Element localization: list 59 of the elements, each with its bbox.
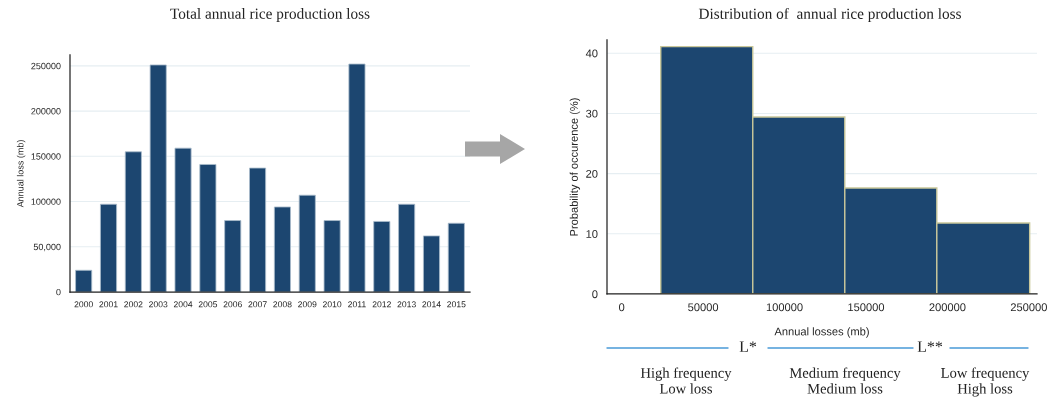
- y-axis-title: Probability of occurence (%): [569, 98, 581, 236]
- x-tick-label: 2009: [298, 301, 317, 308]
- y-tick-label: 0: [56, 288, 61, 296]
- y-tick-label: 250000: [31, 62, 61, 70]
- x-tick-label: 0: [619, 303, 625, 312]
- x-tick-label: 2004: [173, 301, 193, 308]
- x-axis-title: Annual losses (mb): [774, 327, 869, 338]
- bar: [100, 203, 117, 292]
- bar: [249, 167, 267, 292]
- bar: [149, 64, 167, 292]
- text: High frequency Low loss: [640, 367, 732, 394]
- x-tick-label: 2010: [322, 301, 342, 308]
- x-tick-label: 150000: [848, 303, 885, 312]
- bar: [298, 194, 316, 292]
- text: Low frequency High loss: [941, 367, 1030, 397]
- x-tick-label: 2002: [124, 301, 143, 308]
- text: Medium frequency Medium loss: [789, 367, 901, 394]
- bar: [75, 269, 93, 292]
- x-tick-label: 250000: [1010, 303, 1047, 312]
- y-tick-label: 150000: [31, 153, 61, 160]
- bar: [373, 221, 391, 292]
- x-tick-label: 200000: [929, 303, 966, 312]
- bar: [124, 151, 142, 292]
- y-tick-label: 0: [592, 290, 598, 299]
- chart-title: Distribution of annual rice production loss: [698, 7, 961, 23]
- y-tick-label: 40: [585, 49, 598, 58]
- x-tick-label: 2001: [99, 301, 118, 308]
- y-tick-label: 10: [586, 230, 598, 238]
- y-tick-label: 30: [586, 109, 598, 118]
- x-tick-label: 2000: [74, 301, 93, 308]
- bar: [199, 164, 217, 292]
- x-tick-label: 2008: [273, 301, 292, 308]
- x-tick-label: 2012: [372, 301, 391, 308]
- y-tick-label: 100000: [31, 198, 61, 205]
- chart-title: Total annual rice production loss: [170, 8, 370, 22]
- y-tick-label: 50,000: [33, 243, 61, 252]
- x-tick-label: 2015: [447, 301, 466, 308]
- x-tick-label: 2013: [397, 301, 416, 308]
- bar: [348, 63, 366, 292]
- bar: [423, 235, 440, 292]
- bar: [398, 203, 416, 292]
- x-tick-label: 2003: [149, 301, 168, 308]
- bar: [174, 147, 192, 292]
- x-tick-label: 2006: [223, 301, 242, 308]
- x-tick-label: 2011: [348, 301, 366, 308]
- x-tick-label: 2007: [248, 301, 267, 308]
- text: L*: [739, 341, 757, 352]
- y-axis-title: Annual loss (mb): [16, 140, 26, 208]
- bar: [224, 220, 242, 292]
- y-tick-label: 200000: [31, 108, 61, 115]
- x-tick-label: 100000: [766, 303, 803, 312]
- bar: [447, 222, 465, 292]
- x-tick-label: 2005: [198, 301, 218, 308]
- text: L**: [917, 341, 943, 352]
- bar: [323, 220, 341, 292]
- y-tick-label: 20: [586, 169, 598, 178]
- x-tick-label: 2014: [422, 301, 441, 308]
- x-tick-label: 50000: [688, 303, 719, 312]
- bar: [273, 206, 291, 292]
